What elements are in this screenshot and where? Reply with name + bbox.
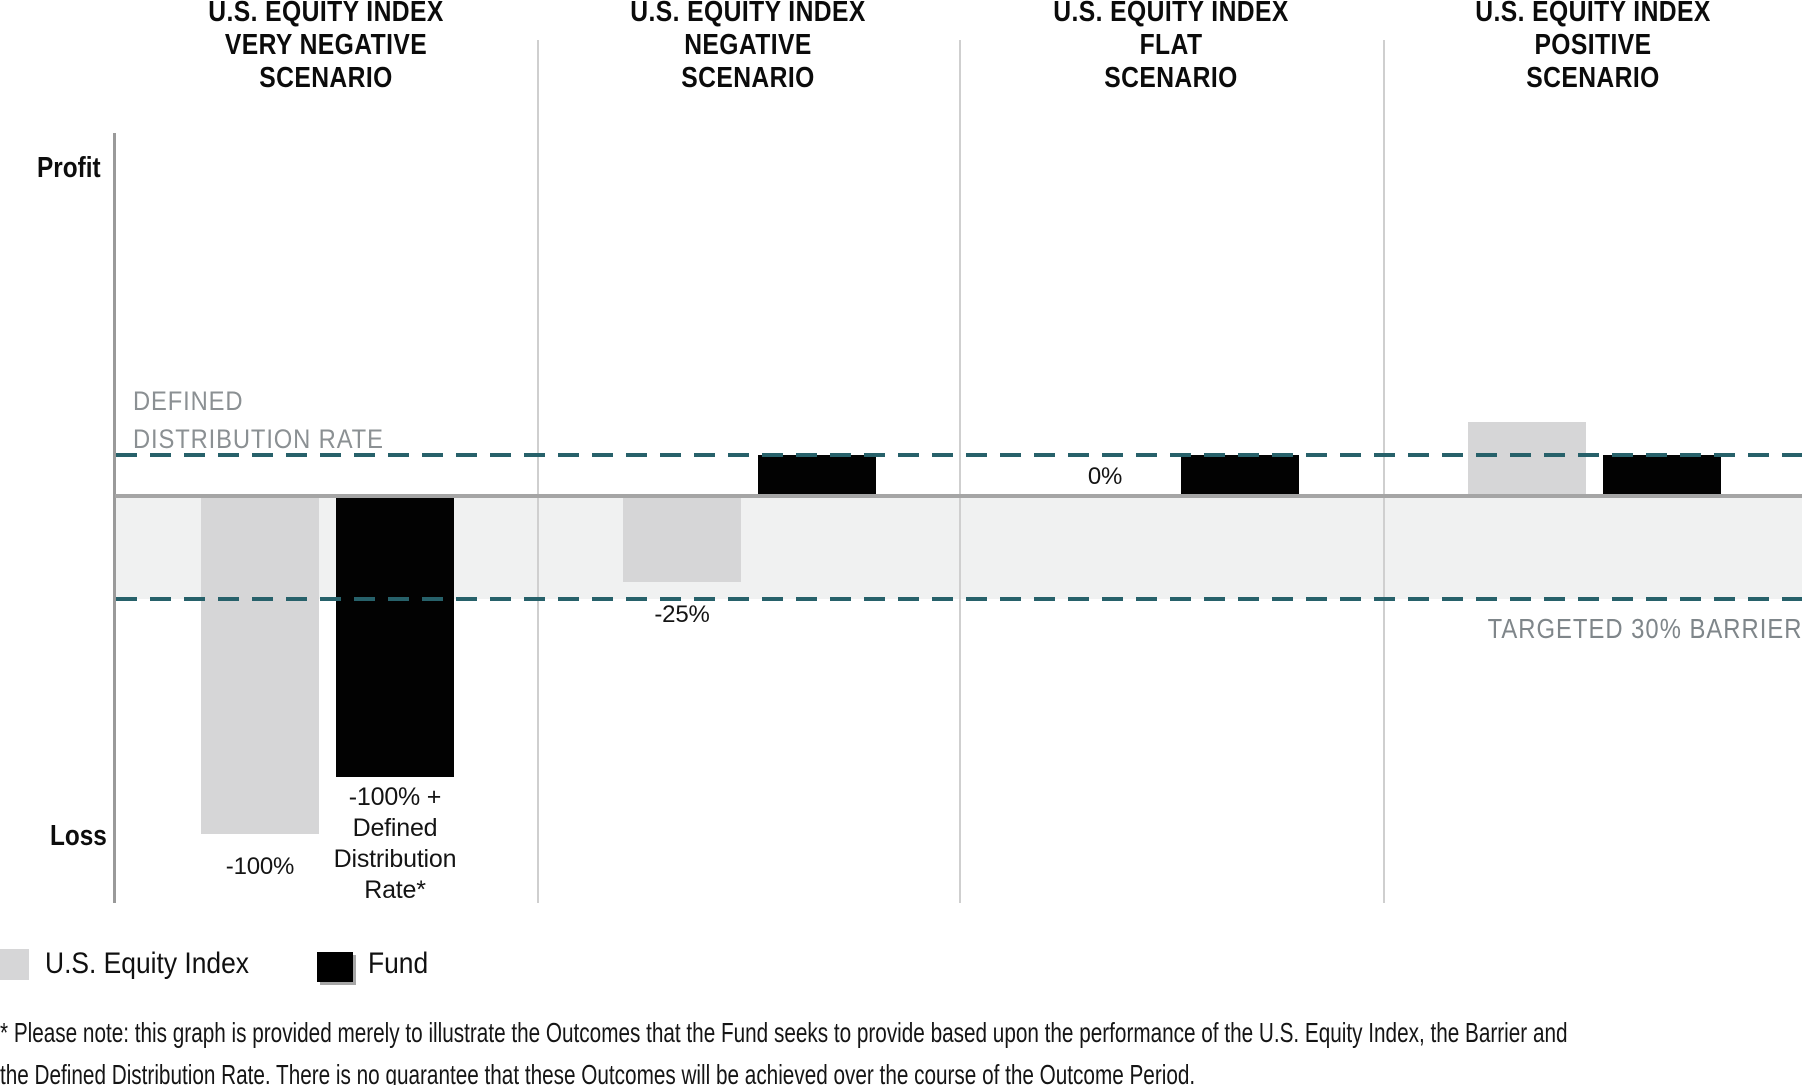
fund-bar <box>336 498 454 777</box>
legend-swatch-us-equity-index <box>0 949 29 980</box>
fund-bar <box>758 455 876 494</box>
index-value-label: -100% <box>225 853 295 880</box>
index-bar <box>201 498 319 834</box>
index-bar <box>1467 421 1586 494</box>
fund-value-label: -100% + Defined Distribution Rate* <box>333 782 457 904</box>
scenario-title: U.S. EQUITY INDEX NEGATIVE SCENARIO <box>630 0 866 94</box>
column-divider <box>537 40 539 903</box>
scenario-title: U.S. EQUITY INDEX POSITIVE SCENARIO <box>1474 0 1711 94</box>
targeted-barrier-label: TARGETED 30% BARRIER <box>1487 613 1802 644</box>
scenario-title: U.S. EQUITY INDEX VERY NEGATIVE SCENARIO <box>208 0 444 94</box>
barrier-line <box>116 596 1802 601</box>
y-axis-line <box>113 133 116 903</box>
fund-bar <box>1181 455 1299 494</box>
index-value-label: -25% <box>654 601 710 628</box>
column-divider <box>1383 40 1385 903</box>
defined-distribution-rate-line <box>116 453 1802 458</box>
fund-bar <box>1602 455 1721 494</box>
column-divider <box>959 40 961 903</box>
profit-axis-label: Profit <box>37 152 101 184</box>
loss-axis-label: Loss <box>50 820 107 852</box>
index-value-label: 0% <box>1087 463 1123 490</box>
defined-distribution-rate-label: DEFINED DISTRIBUTION RATE <box>133 386 384 454</box>
footnote: * Please note: this graph is provided me… <box>0 1017 1568 1085</box>
scenario-title: U.S. EQUITY INDEX FLAT SCENARIO <box>1053 0 1289 94</box>
legend-swatch-fund <box>317 952 353 982</box>
zero-line <box>115 494 1802 498</box>
index-bar <box>623 498 741 582</box>
legend-label-us-equity-index: U.S. Equity Index <box>45 947 249 980</box>
legend-label-fund: Fund <box>368 947 429 980</box>
